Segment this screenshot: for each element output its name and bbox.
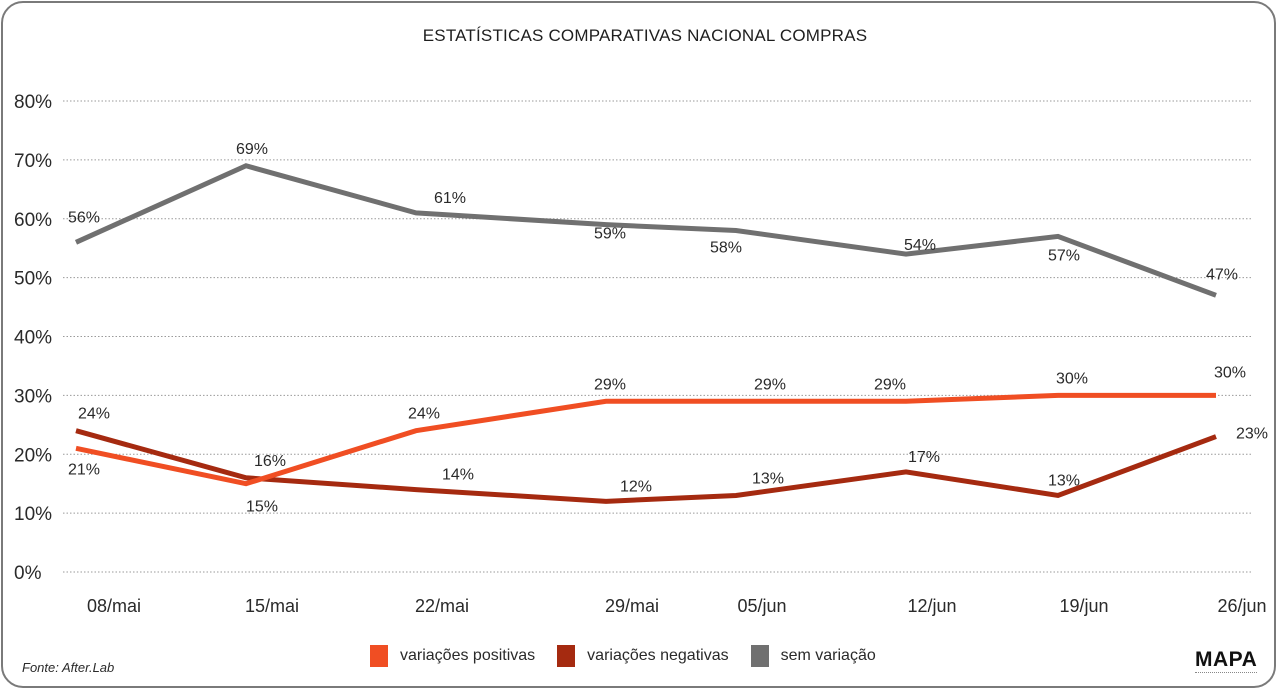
x-axis: 08/mai 15/mai 22/mai 29/mai 05/jun 12/jun 19/j… (87, 596, 1267, 616)
data-label: 54% (904, 237, 936, 254)
y-tick-label: 60% (14, 210, 52, 231)
legend-label-negative: variações negativas (587, 647, 729, 664)
data-label: 30% (1056, 370, 1088, 387)
y-tick-label: 20% (14, 445, 52, 466)
series-lines (74, 163, 1217, 504)
legend-swatch-positive (370, 645, 388, 667)
data-label: 24% (78, 406, 110, 423)
y-tick-label: 10% (14, 504, 52, 525)
data-label: 69% (236, 141, 268, 158)
data-label: 59% (594, 226, 626, 243)
legend-label-positive: variações positivas (400, 647, 536, 664)
data-label: 58% (710, 240, 742, 257)
y-tick-label: 30% (14, 386, 52, 407)
legend-swatch-negative (557, 645, 576, 667)
data-label: 29% (594, 376, 626, 393)
data-label: 56% (68, 209, 100, 226)
series-line-positive (75, 392, 1216, 487)
x-tick-label: 15/mai (245, 596, 299, 616)
y-tick-label: 40% (14, 328, 52, 349)
legend-item-unchanged: sem variação (750, 645, 876, 667)
data-label: 13% (1048, 472, 1080, 489)
x-tick-label: 12/jun (907, 596, 956, 616)
x-tick-label: 22/mai (415, 596, 469, 616)
y-tick-label: 50% (14, 269, 52, 290)
series-line-unchanged (74, 163, 1217, 298)
data-label: 16% (254, 453, 286, 470)
x-tick-label: 29/mai (605, 596, 659, 616)
data-label: 47% (1206, 266, 1238, 283)
y-tick-label: 0% (14, 563, 42, 584)
data-label: 24% (408, 406, 440, 423)
data-label: 29% (874, 376, 906, 393)
series-line-negative (75, 428, 1217, 504)
data-label: 14% (442, 467, 474, 484)
data-label: 61% (434, 190, 466, 207)
x-tick-label: 19/jun (1059, 596, 1108, 616)
y-axis: 0% 10% 20% 30% 40% 50% 60% 70% 80% (14, 92, 52, 584)
data-labels: 21% 15% 24% 29% 29% 29% 30% 30% 24% 16% 14% 12% 13% 1… (68, 141, 1268, 516)
data-label: 17% (908, 449, 940, 466)
legend: variações positivas variações negativas … (370, 645, 898, 667)
data-label: 15% (246, 499, 278, 516)
x-tick-label: 08/mai (87, 596, 141, 616)
legend-item-negative: variações negativas (557, 645, 729, 667)
x-tick-label: 26/jun (1217, 596, 1266, 616)
data-label: 29% (754, 376, 786, 393)
brand-logo: MAPA (1195, 648, 1258, 671)
data-label: 57% (1048, 247, 1080, 264)
y-tick-label: 80% (14, 92, 52, 113)
data-label: 30% (1214, 364, 1246, 381)
brand-underline (1195, 672, 1257, 673)
data-label: 13% (752, 470, 784, 487)
legend-label-unchanged: sem variação (780, 647, 876, 664)
chart-title: ESTATÍSTICAS COMPARATIVAS NACIONAL COMPR… (422, 26, 868, 45)
legend-swatch-unchanged (750, 645, 769, 667)
source-note: Fonte: After.Lab (22, 660, 115, 675)
legend-item-positive: variações positivas (370, 645, 535, 667)
x-tick-label: 05/jun (737, 596, 786, 616)
data-label: 21% (68, 461, 100, 478)
data-label: 23% (1236, 426, 1268, 443)
data-label: 12% (620, 478, 652, 495)
y-tick-label: 70% (14, 151, 52, 172)
